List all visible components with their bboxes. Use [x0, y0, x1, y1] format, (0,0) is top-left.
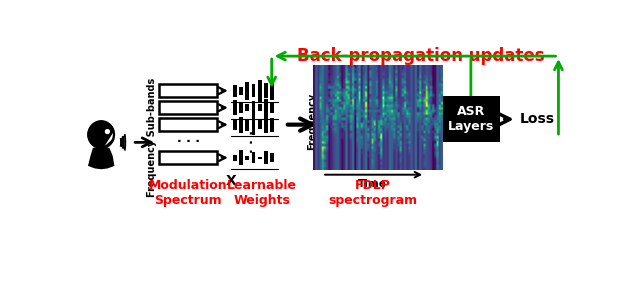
Bar: [239, 117, 243, 133]
Bar: [160, 151, 218, 164]
Bar: [264, 99, 268, 116]
Bar: [233, 85, 237, 97]
Text: · · ·: · · ·: [177, 135, 200, 148]
Text: Back-propagation updates: Back-propagation updates: [296, 47, 544, 65]
Text: Learnable
Weights: Learnable Weights: [226, 179, 296, 207]
Text: ASR
Layers: ASR Layers: [448, 105, 494, 133]
Bar: [258, 80, 261, 102]
Bar: [160, 101, 218, 114]
Bar: [233, 155, 237, 161]
Text: Loss: Loss: [520, 112, 555, 126]
Bar: [245, 82, 249, 100]
Text: X: X: [226, 174, 237, 188]
Circle shape: [87, 121, 115, 149]
Polygon shape: [88, 121, 114, 150]
Text: Time: Time: [358, 179, 387, 189]
Bar: [442, 96, 501, 142]
Bar: [252, 114, 256, 135]
Bar: [252, 101, 256, 114]
Bar: [258, 104, 261, 111]
Bar: [252, 152, 256, 163]
Circle shape: [90, 123, 113, 146]
Bar: [160, 118, 218, 131]
Bar: [270, 154, 274, 162]
Bar: [258, 120, 261, 129]
Bar: [245, 105, 249, 111]
Bar: [239, 150, 243, 165]
Text: Modulation
Spectrum: Modulation Spectrum: [149, 179, 227, 207]
Bar: [270, 81, 274, 101]
Bar: [233, 120, 237, 130]
Bar: [270, 118, 274, 132]
Bar: [264, 83, 268, 98]
Bar: [264, 151, 268, 164]
Text: Frequency Sub-bands: Frequency Sub-bands: [146, 77, 156, 197]
Circle shape: [106, 130, 109, 134]
Bar: [252, 84, 256, 97]
Bar: [264, 116, 268, 133]
Bar: [245, 156, 249, 160]
Bar: [258, 157, 261, 159]
Text: Frequency: Frequency: [307, 92, 317, 150]
Bar: [239, 87, 243, 94]
Bar: [239, 103, 243, 113]
Polygon shape: [89, 149, 114, 168]
Text: FDLP
spectrogram: FDLP spectrogram: [328, 179, 417, 207]
Bar: [245, 119, 249, 130]
Bar: [270, 102, 274, 113]
Bar: [160, 84, 218, 97]
Bar: [233, 100, 237, 115]
Text: · · ·: · · ·: [246, 130, 259, 153]
